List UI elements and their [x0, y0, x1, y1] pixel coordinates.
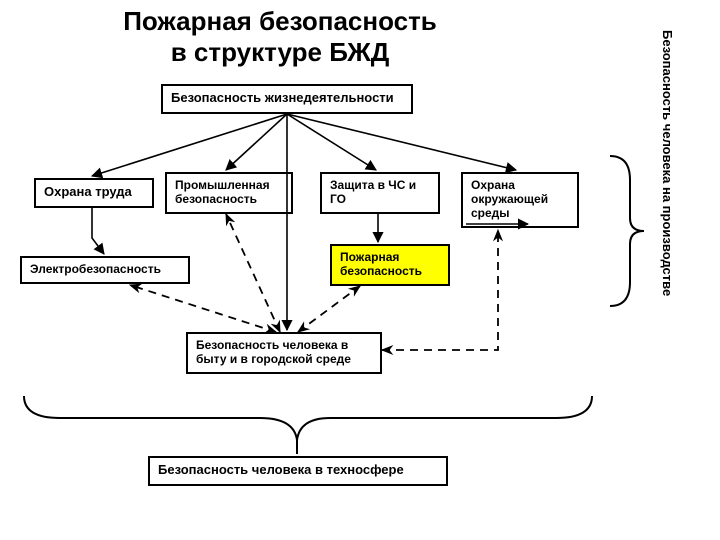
node-byt: Безопасность человека в быту и в городск… [186, 332, 382, 374]
side-label-production: Безопасность человека на производстве [660, 30, 675, 296]
node-zashita: Защита в ЧС и ГО [320, 172, 440, 214]
right-bracket [610, 156, 644, 306]
bottom-brace [24, 396, 592, 454]
node-okr-sreda: Охрана окружающей среды [461, 172, 579, 228]
diagram-title: Пожарная безопасность в структуре БЖД [0, 6, 560, 68]
node-pozhar: Пожарная безопасность [330, 244, 450, 286]
node-prom-bez: Промышленная безопасность [165, 172, 293, 214]
title-line-1: Пожарная безопасность [0, 6, 560, 37]
node-ohrana-truda: Охрана труда [34, 178, 154, 208]
title-line-2: в структуре БЖД [0, 37, 560, 68]
node-techno: Безопасность человека в техносфере [148, 456, 448, 486]
node-root: Безопасность жизнедеятельности [161, 84, 413, 114]
node-electro: Электробезопасность [20, 256, 190, 284]
